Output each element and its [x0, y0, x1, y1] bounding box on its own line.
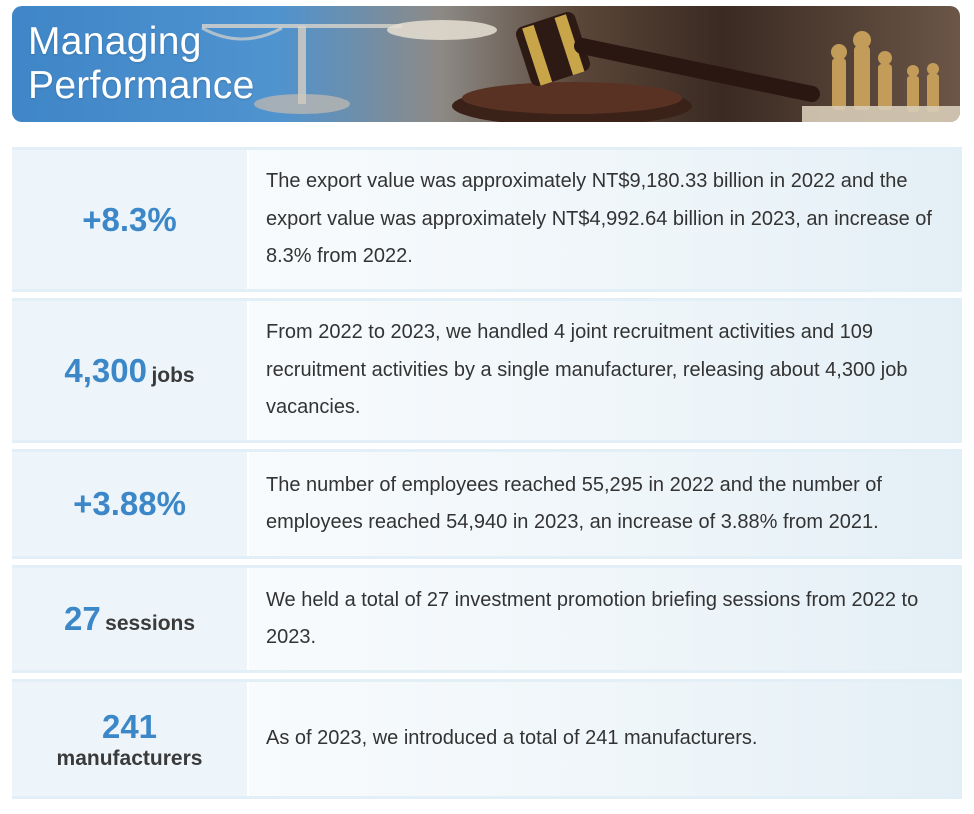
- gavel-scales-chess-illustration: [201, 12, 960, 122]
- performance-row: 241 manufacturers As of 2023, we introdu…: [12, 679, 962, 799]
- metric-cell: +3.88%: [12, 452, 247, 556]
- performance-row: 27 sessions We held a total of 27 invest…: [12, 565, 962, 673]
- metric-value: +8.3%: [82, 200, 177, 238]
- description-cell: As of 2023, we introduced a total of 241…: [247, 682, 962, 796]
- performance-row: +8.3% The export value was approximately…: [12, 147, 962, 292]
- metric-unit: jobs: [151, 363, 195, 387]
- metric-cell: 4,300 jobs: [12, 301, 247, 440]
- metric-unit: manufacturers: [56, 747, 203, 770]
- metric-value: +3.88%: [73, 485, 186, 522]
- metric-cell: 27 sessions: [12, 568, 247, 670]
- header-banner: Managing Performance: [12, 6, 960, 122]
- metric-description: The export value was approximately NT$9,…: [266, 170, 932, 268]
- page-title: Managing Performance: [28, 20, 255, 108]
- metric-unit: sessions: [105, 612, 196, 635]
- metric-cell: 241 manufacturers: [12, 682, 247, 796]
- metric-value: 27: [63, 600, 101, 637]
- page-title-line-2: Performance: [28, 64, 255, 107]
- description-cell: From 2022 to 2023, we handled 4 joint re…: [247, 301, 962, 440]
- metric-description: From 2022 to 2023, we handled 4 joint re…: [266, 321, 908, 419]
- metric-description: We held a total of 27 investment promoti…: [266, 588, 919, 649]
- description-cell: The number of employees reached 55,295 i…: [247, 452, 962, 556]
- metric-description: The number of employees reached 55,295 i…: [266, 473, 882, 534]
- description-cell: We held a total of 27 investment promoti…: [247, 568, 962, 670]
- metric-value: 4,300: [64, 351, 147, 389]
- metric-value: 241: [101, 708, 158, 745]
- page-title-line-1: Managing: [28, 20, 202, 63]
- metric-cell: +8.3%: [12, 150, 247, 289]
- metric-description: As of 2023, we introduced a total of 241…: [266, 727, 758, 750]
- performance-row: +3.88% The number of employees reached 5…: [12, 449, 962, 559]
- description-cell: The export value was approximately NT$9,…: [247, 150, 962, 289]
- performance-row: 4,300 jobs From 2022 to 2023, we handled…: [12, 298, 962, 443]
